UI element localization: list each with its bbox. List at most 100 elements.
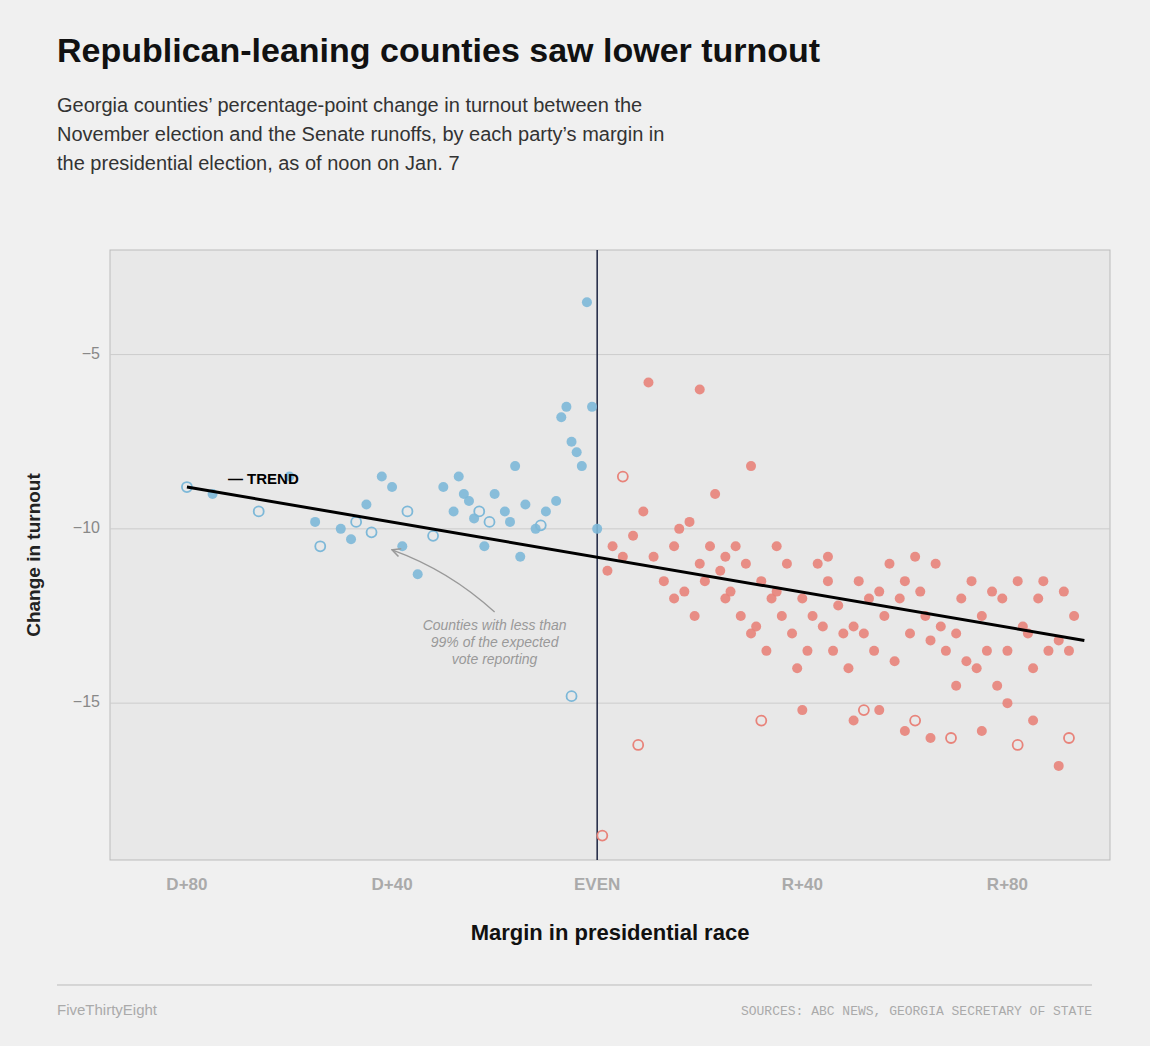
point: [582, 297, 592, 307]
point: [967, 576, 977, 586]
text-line: Counties with less than: [423, 617, 567, 633]
point: [679, 587, 689, 597]
point: [859, 628, 869, 638]
open-point: [315, 541, 325, 551]
point: [951, 681, 961, 691]
point: [377, 472, 387, 482]
x-tick-label: EVEN: [574, 875, 620, 894]
point: [854, 576, 864, 586]
point: [638, 506, 648, 516]
trend-label: — TREND: [228, 470, 299, 487]
point: [792, 663, 802, 673]
series: [597, 472, 1074, 841]
open-point: [1013, 740, 1023, 750]
point: [592, 524, 602, 534]
open-point: [484, 517, 494, 527]
point: [1033, 594, 1043, 604]
point: [720, 552, 730, 562]
y-tick-label: −10: [73, 519, 100, 536]
point: [910, 552, 920, 562]
point: [438, 482, 448, 492]
point: [808, 611, 818, 621]
annotation-arrow: [392, 550, 495, 612]
point: [1013, 576, 1023, 586]
point: [926, 733, 936, 743]
y-tick-label: −5: [82, 345, 100, 362]
reference-line: [596, 250, 598, 860]
point: [715, 566, 725, 576]
point: [1002, 646, 1012, 656]
point: [828, 646, 838, 656]
point: [361, 499, 371, 509]
point: [751, 621, 761, 631]
point: [787, 628, 797, 638]
background: [0, 0, 1150, 1046]
point: [972, 663, 982, 673]
y-tick-label: −15: [73, 693, 100, 710]
point: [772, 541, 782, 551]
point: [561, 402, 571, 412]
plot-area: [110, 250, 1110, 860]
text-line: vote reporting: [452, 651, 538, 667]
point: [741, 559, 751, 569]
grid-line: [110, 703, 1110, 704]
point: [454, 472, 464, 482]
open-point: [756, 716, 766, 726]
point: [1064, 646, 1074, 656]
point: [336, 524, 346, 534]
point: [843, 663, 853, 673]
point: [669, 541, 679, 551]
point: [310, 517, 320, 527]
open-point: [428, 531, 438, 541]
point: [505, 517, 515, 527]
series: [208, 297, 603, 579]
point: [997, 594, 1007, 604]
x-tick-label: D+40: [371, 875, 412, 894]
point: [931, 559, 941, 569]
point: [813, 559, 823, 569]
x-tick-label: R+80: [987, 875, 1028, 894]
point: [761, 646, 771, 656]
point: [684, 517, 694, 527]
series: [602, 377, 1079, 770]
point: [1054, 761, 1064, 771]
point: [818, 621, 828, 631]
point: [628, 531, 638, 541]
point: [1069, 611, 1079, 621]
open-point: [567, 691, 577, 701]
grid: [110, 355, 1110, 704]
point: [731, 541, 741, 551]
point: [695, 384, 705, 394]
point: [900, 576, 910, 586]
x-tick-label: D+80: [166, 875, 207, 894]
point: [577, 461, 587, 471]
subtitle: Georgia counties’ percentage-point chang…: [57, 94, 664, 174]
point: [895, 594, 905, 604]
point: [849, 716, 859, 726]
open-point: [859, 705, 869, 715]
point: [849, 621, 859, 631]
point: [926, 635, 936, 645]
point: [951, 628, 961, 638]
point: [797, 594, 807, 604]
point: [782, 559, 792, 569]
point: [587, 402, 597, 412]
text-line: 99% of the expected: [431, 634, 560, 650]
chart: Republican-leaning counties saw lower tu…: [0, 0, 1150, 1046]
open-point: [367, 527, 377, 537]
point: [823, 576, 833, 586]
point: [746, 461, 756, 471]
open-point: [618, 472, 628, 482]
open-point: [910, 716, 920, 726]
point: [572, 447, 582, 457]
point: [674, 524, 684, 534]
point: [890, 656, 900, 666]
point: [695, 559, 705, 569]
credit: FiveThirtyEight: [57, 1001, 158, 1018]
point: [941, 646, 951, 656]
point: [541, 506, 551, 516]
point: [659, 576, 669, 586]
point: [710, 489, 720, 499]
open-point: [946, 733, 956, 743]
point: [705, 541, 715, 551]
